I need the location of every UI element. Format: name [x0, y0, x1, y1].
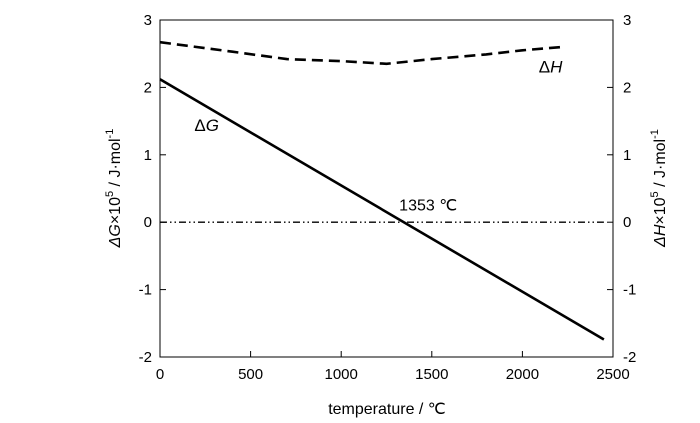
plot-frame [159, 19, 614, 358]
y-axis-right-unit-exp: -1 [649, 129, 661, 139]
y-tick-label-right: 3 [623, 12, 631, 29]
series-line-delta-g [159, 78, 605, 341]
y-tick-label-right: 0 [623, 214, 631, 231]
annotation-label: 1353 ℃ [399, 198, 457, 215]
y-axis-left-unit-exp: -1 [104, 129, 116, 139]
y-axis-left-exp: 5 [104, 191, 116, 197]
plot-border [159, 19, 614, 358]
axis-ticks: 0 500 1000 1500 2000 2500-2 -2-1 -10 01 12 23 3 [139, 12, 637, 383]
y-axis-label-right: ΔH×105 / J·mol-1 [649, 129, 669, 248]
y-axis-label-left: ΔG×105 / J·mol-1 [104, 129, 124, 249]
y-axis-right-unit: / J·mol [652, 139, 669, 191]
x-tick-label: 2000 [506, 366, 539, 383]
y-axis-right-symbol: ΔH [652, 224, 669, 248]
annotations: ΔG ΔH 1353 ℃ [194, 58, 563, 215]
y-tick-label-right: 1 [623, 147, 631, 164]
annotation-label: ΔH [539, 58, 563, 77]
series-line-delta-h [159, 40, 563, 66]
y-tick-label-right: 2 [623, 79, 631, 96]
y-axis-left-unit: / J·mol [107, 138, 124, 190]
y-tick-label-left: 2 [144, 79, 152, 96]
x-tick-label: 500 [238, 366, 263, 383]
y-axis-left-times: ×10 [107, 197, 124, 224]
y-tick-label-left: -1 [139, 282, 152, 299]
y-tick-label-left: 0 [144, 214, 152, 231]
x-tick-label: 0 [156, 366, 164, 383]
y-tick-label-left: -2 [139, 349, 152, 366]
y-tick-label-right: -2 [623, 349, 636, 366]
x-tick-label: 2500 [596, 366, 629, 383]
y-axis-right-exp: 5 [649, 191, 661, 197]
series-group [159, 40, 605, 341]
y-tick-label-left: 3 [144, 12, 152, 29]
y-axis-left-symbol: ΔG [107, 224, 124, 248]
y-tick-label-right: -1 [623, 282, 636, 299]
annotation-label: ΔG [194, 116, 219, 135]
x-axis-label: temperature / ℃ [328, 401, 446, 418]
y-axis-right-times: ×10 [652, 197, 669, 224]
y-tick-label-left: 1 [144, 147, 152, 164]
x-tick-label: 1500 [415, 366, 448, 383]
x-tick-label: 1000 [325, 366, 358, 383]
